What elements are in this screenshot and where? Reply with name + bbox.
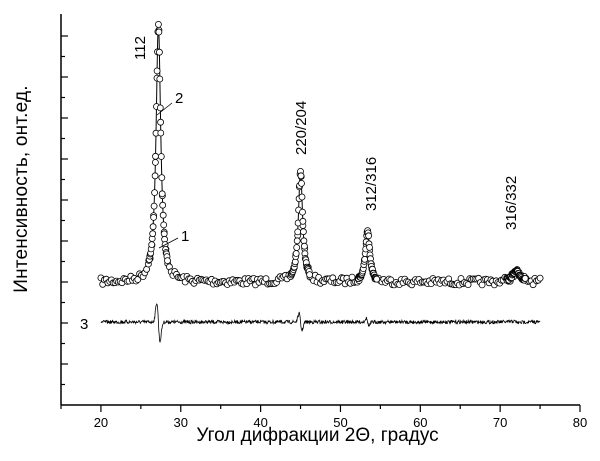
observed-point [160,221,168,229]
observed-point [156,104,164,112]
x-tick-label: 80 [573,415,587,430]
observed-point [299,217,307,225]
observed-point [521,274,529,282]
x-axis-label: Угол дифракции 2Θ, градус [196,425,439,446]
observed-point [361,255,369,263]
series-labels: 2 1 3 [80,90,189,333]
observed-point [154,20,162,28]
x-tick-label: 30 [174,415,188,430]
observed-point [293,237,301,245]
series-1-label: 1 [181,228,189,245]
axes [60,14,580,406]
observed-point [158,174,166,182]
observed-point [151,189,159,197]
x-ticks: 20 30 40 50 60 70 80 [60,405,587,430]
y-axis-label: Интенсивность, онт.ед. [11,85,32,293]
x-tick-label: 40 [253,415,267,430]
observed-point [158,190,166,198]
observed-point [299,208,306,216]
observed-point [464,281,472,289]
observed-point [299,228,307,236]
observed-point [157,153,165,160]
observed-point [156,75,164,83]
observed-point [300,242,308,250]
observed-point [159,201,167,209]
x-tick-label: 50 [333,415,347,430]
x-tick-label: 60 [413,415,427,430]
observed-point [150,202,158,210]
observed-point [298,193,306,201]
observed-point [151,158,159,166]
observed-point [297,172,305,180]
observed-point [366,243,373,251]
observed-point [164,257,171,265]
observed-point [150,213,158,221]
observed-point [149,223,157,231]
observed-point [292,250,300,257]
series-3-line [100,303,541,344]
observed-point [536,274,544,282]
observed-point [151,172,159,180]
difference-curve [100,303,541,344]
peak-label: 312/316 [363,157,380,211]
series-2-label: 2 [175,90,183,107]
observed-point [373,275,381,283]
observed-point [149,230,157,238]
observed-point [155,48,163,56]
observed-point [152,152,159,160]
observed-point [306,271,314,279]
observed-point [159,211,167,219]
series-3-label: 3 [80,316,88,333]
peak-label: 220/204 [293,101,310,155]
observed-point [153,67,161,75]
observed-point [160,230,168,238]
observed-point [148,241,156,249]
observed-point [298,179,305,187]
peak-label: 112 [132,36,149,60]
observed-point [157,129,165,137]
series-2-leader [156,102,173,116]
observed-point [365,232,373,240]
x-tick-label: 20 [94,415,108,430]
peak-labels: 112 220/204 312/316 316/332 [132,36,520,230]
observed-point [293,244,301,251]
series-1-leader [158,237,179,249]
observed-point [294,228,302,236]
observed-point [155,28,163,36]
observed-points [97,20,544,289]
observed-point [157,118,165,126]
y-ticks [61,35,68,386]
x-tick-label: 70 [493,415,507,430]
peak-label: 316/332 [503,176,520,230]
